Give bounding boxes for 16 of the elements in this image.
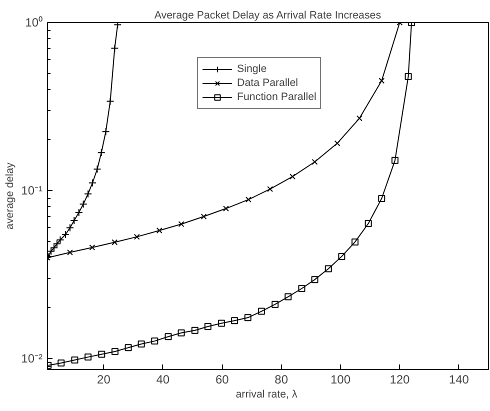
x-tick-label: 100 [330, 372, 351, 386]
y-tick-label: 10⁰ [25, 16, 43, 30]
chart-title: Average Packet Delay as Arrival Rate Increases [154, 10, 382, 22]
x-tick-label: 60 [215, 372, 230, 386]
x-tick-label: 140 [448, 372, 470, 386]
x-tick-label: 120 [390, 372, 410, 386]
y-axis-title: average delay [4, 162, 16, 230]
legend-label: Function Parallel [237, 90, 316, 104]
legend-label: Single [237, 62, 267, 76]
y-tick-label: 10⁻² [21, 351, 43, 366]
legend-label: Data Parallel [237, 76, 298, 90]
x-axis-title: arrival rate, λ [236, 388, 298, 400]
x-tick-label: 20 [97, 372, 111, 386]
y-tick-label: 10⁻¹ [21, 184, 43, 198]
x-tick-label: 80 [274, 372, 288, 386]
x-tick-label: 40 [156, 372, 170, 386]
